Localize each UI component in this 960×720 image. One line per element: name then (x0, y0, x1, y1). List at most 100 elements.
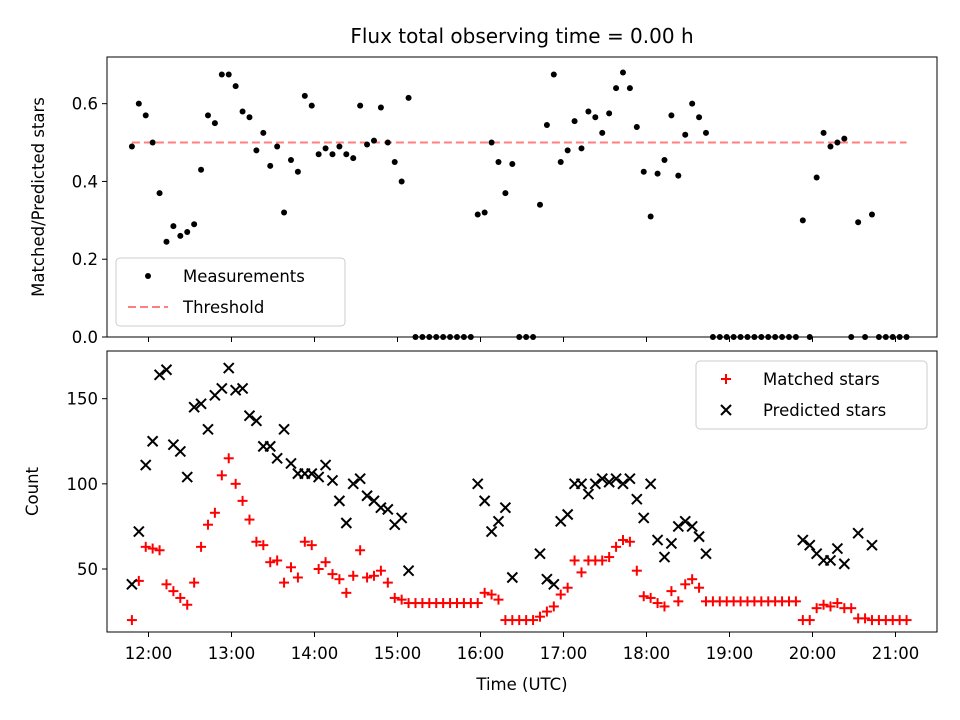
predicted-star-point (229, 384, 242, 396)
matched-star-point (189, 577, 200, 588)
matched-star-point (299, 536, 310, 547)
measurement-point (357, 102, 364, 109)
matched-star-point (694, 582, 705, 593)
matched-star-point (680, 579, 691, 590)
predicted-star-point (693, 530, 705, 543)
x-tick-label: 18:00 (623, 644, 671, 663)
predicted-star-point (624, 473, 636, 485)
measurement-point (128, 143, 135, 150)
predicted-star-point (181, 471, 193, 483)
predicted-star-point (700, 547, 712, 560)
matched-star-point (306, 540, 317, 551)
measurement-point (640, 168, 647, 175)
predicted-star-point (395, 512, 408, 524)
predicted-star-point (382, 503, 394, 516)
matched-star-point (279, 577, 290, 588)
matched-star-point (624, 536, 635, 547)
predicted-star-point (340, 517, 353, 529)
measurement-point (613, 85, 620, 92)
measurement-point (142, 112, 149, 119)
predicted-star-point (285, 457, 297, 470)
matched-star-point (790, 596, 801, 607)
predicted-star-point (375, 501, 387, 514)
x-axis-label: Time (UTC) (475, 675, 567, 694)
measurement-point (225, 71, 232, 78)
predicted-star-point (347, 478, 359, 490)
matched-star-point (860, 613, 871, 624)
matched-star-point (168, 586, 179, 597)
x-tick-label: 21:00 (872, 644, 920, 663)
matched-star-point (216, 470, 227, 481)
measurement-point (343, 151, 350, 158)
predicted-star-point (866, 539, 878, 551)
predicted-star-point (160, 364, 173, 376)
x-tick-label: 17:00 (540, 644, 588, 663)
measurement-point (377, 104, 384, 111)
measurement-point (294, 168, 301, 175)
measurement-point (163, 238, 170, 245)
top-axis-ticks: 0.0 0.2 0.4 0.6 (72, 95, 896, 347)
matched-star-point (209, 507, 220, 518)
predicted-star-point (478, 495, 491, 507)
predicted-star-point (638, 512, 650, 524)
measurement-point (592, 114, 599, 121)
top-y-axis-label: Matched/Predicted stars (29, 97, 48, 297)
legend-matched-marker (721, 374, 731, 384)
predicted-star-point (589, 478, 602, 490)
predicted-star-point (651, 534, 664, 546)
measurement-point (287, 157, 294, 164)
matched-star-point (140, 541, 151, 552)
matched-star-point (389, 592, 400, 603)
predicted-star-point (361, 490, 373, 502)
matched-star-point (355, 545, 366, 556)
predicted-star-point (140, 459, 152, 471)
top-legend: Measurements Threshold (115, 257, 346, 327)
measurement-point (668, 112, 675, 119)
predicted-star-point (686, 520, 698, 533)
measurement-point (191, 221, 198, 228)
predicted-star-point (216, 382, 228, 395)
measurement-point (571, 118, 578, 125)
matched-star-point (182, 599, 193, 610)
legend-measurements-label: Measurements (183, 267, 305, 286)
top-legend-box (115, 257, 346, 327)
measurement-point (675, 172, 682, 179)
measurement-point (702, 129, 709, 136)
predicted-star-point (402, 564, 415, 577)
measurement-point (398, 178, 405, 185)
predicted-star-point (797, 534, 809, 546)
matched-star-point (154, 545, 165, 556)
measurement-point (557, 159, 564, 165)
measurement-point (827, 143, 834, 150)
matched-star-point (687, 574, 698, 585)
measurement-point (329, 151, 336, 158)
top-y-tick-label: 0.4 (72, 172, 98, 191)
top-panel: Flux total observing time = 0.00 h Match… (29, 24, 938, 347)
legend-matched-label: Matched stars (763, 370, 880, 389)
matched-star-point (493, 594, 504, 605)
matched-star-point (604, 552, 615, 563)
matched-star-point (272, 555, 283, 566)
matched-star-point (611, 541, 622, 552)
bottom-legend: Matched stars Predicted stars (695, 360, 928, 430)
predicted-star-point (631, 493, 643, 505)
predicted-star-point (610, 473, 622, 485)
matched-star-point (334, 574, 345, 585)
measurement-point (654, 170, 661, 177)
measurement-point (135, 100, 142, 107)
x-tick-label: 16:00 (457, 644, 505, 663)
matched-star-point (486, 589, 497, 600)
top-y-tick-label: 0.2 (72, 250, 98, 269)
measurement-point (868, 211, 875, 218)
measurement-point (820, 129, 827, 136)
matched-star-point (341, 587, 352, 598)
measurement-point (281, 209, 288, 216)
matched-star-point (175, 592, 186, 603)
matched-star-point (528, 615, 539, 626)
predicted-star-point (548, 578, 560, 591)
matched-star-point (396, 594, 407, 605)
predicted-star-point (485, 525, 498, 538)
top-y-tick-label: 0.6 (72, 95, 98, 114)
predicted-star-point (679, 515, 691, 528)
bottom-y-tick-label: 50 (77, 560, 98, 579)
